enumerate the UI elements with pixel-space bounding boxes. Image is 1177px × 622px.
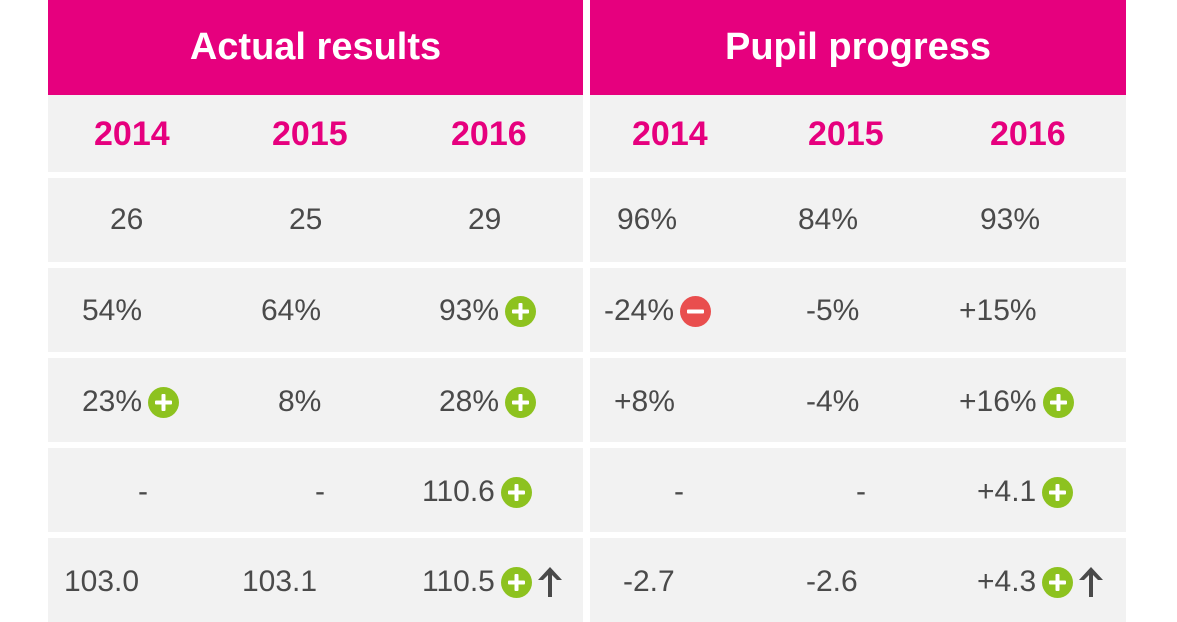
pupil-progress-panel: Pupil progress 2014 2015 2016 96% 84% 93… bbox=[590, 0, 1126, 622]
progress-cell: -2.6 bbox=[806, 565, 858, 598]
plus-circle-icon bbox=[505, 386, 537, 418]
actual-cell: - bbox=[138, 475, 148, 508]
row-divider bbox=[48, 532, 583, 538]
plus-circle-icon bbox=[1042, 386, 1074, 418]
actual-cell-with-badges: 110.5 bbox=[422, 562, 566, 602]
actual-year-2014: 2014 bbox=[94, 115, 170, 153]
progress-year-2016: 2016 bbox=[990, 115, 1066, 153]
actual-cell-with-badge: 28% bbox=[439, 382, 537, 422]
row-divider bbox=[48, 262, 583, 268]
actual-year-2015: 2015 bbox=[272, 115, 348, 153]
progress-cell: -4% bbox=[806, 385, 860, 418]
actual-cell-value: 110.5 bbox=[422, 565, 495, 598]
progress-cell: -5% bbox=[806, 294, 860, 327]
actual-cell-value: 23% bbox=[82, 385, 143, 418]
progress-cell: +8% bbox=[614, 385, 675, 418]
progress-cell: +15% bbox=[959, 294, 1037, 327]
row-divider bbox=[590, 442, 1126, 448]
actual-cell: 26 bbox=[110, 203, 144, 236]
row-divider bbox=[48, 172, 583, 178]
arrow-up-icon bbox=[1075, 565, 1107, 599]
plus-circle-icon bbox=[500, 476, 532, 508]
progress-cell: -2.7 bbox=[623, 565, 675, 598]
actual-cell-value: 110.6 bbox=[422, 475, 495, 508]
progress-cell: 84% bbox=[798, 203, 859, 236]
progress-cell: 93% bbox=[980, 203, 1041, 236]
plus-circle-icon bbox=[1042, 566, 1074, 598]
progress-cell: - bbox=[674, 475, 684, 508]
progress-cell-value: +4.1 bbox=[977, 475, 1037, 508]
row-divider bbox=[48, 442, 583, 448]
minus-circle-icon bbox=[680, 295, 712, 327]
progress-cell-with-badge: +4.1 bbox=[977, 472, 1074, 512]
progress-cell-with-badge: -24% bbox=[604, 291, 712, 331]
row-divider bbox=[590, 172, 1126, 178]
progress-cell-value: +16% bbox=[959, 385, 1037, 418]
actual-cell: 54% bbox=[82, 294, 143, 327]
plus-circle-icon bbox=[505, 295, 537, 327]
arrow-up-icon bbox=[534, 565, 566, 599]
actual-cell: 8% bbox=[278, 385, 322, 418]
plus-circle-icon bbox=[1042, 476, 1074, 508]
progress-cell: - bbox=[856, 475, 866, 508]
row-divider bbox=[590, 262, 1126, 268]
progress-year-2014: 2014 bbox=[632, 115, 708, 153]
progress-cell-with-badge: +16% bbox=[959, 382, 1074, 422]
actual-cell: 29 bbox=[468, 203, 502, 236]
actual-cell: 25 bbox=[289, 203, 323, 236]
row-divider bbox=[590, 352, 1126, 358]
progress-year-2015: 2015 bbox=[808, 115, 884, 153]
plus-circle-icon bbox=[500, 566, 532, 598]
actual-cell: - bbox=[315, 475, 325, 508]
actual-results-title: Actual results bbox=[48, 0, 583, 95]
actual-cell-value: 28% bbox=[439, 385, 500, 418]
actual-results-panel: Actual results 2014 2015 2016 26 25 29 5… bbox=[48, 0, 583, 622]
plus-circle-icon bbox=[148, 386, 180, 418]
actual-cell-with-badge: 110.6 bbox=[422, 472, 532, 512]
actual-cell-with-badge: 23% bbox=[82, 382, 180, 422]
actual-cell: 64% bbox=[261, 294, 322, 327]
progress-cell-value: -24% bbox=[604, 294, 675, 327]
row-divider bbox=[590, 532, 1126, 538]
progress-cell-value: +4.3 bbox=[977, 565, 1037, 598]
actual-cell: 103.0 bbox=[64, 565, 140, 598]
actual-cell: 103.1 bbox=[242, 565, 318, 598]
actual-cell-value: 93% bbox=[439, 294, 500, 327]
actual-year-2016: 2016 bbox=[451, 115, 527, 153]
row-divider bbox=[48, 352, 583, 358]
progress-cell: 96% bbox=[617, 203, 678, 236]
pupil-progress-title: Pupil progress bbox=[590, 0, 1126, 95]
actual-cell-with-badge: 93% bbox=[439, 291, 537, 331]
progress-cell-with-badges: +4.3 bbox=[977, 562, 1107, 602]
